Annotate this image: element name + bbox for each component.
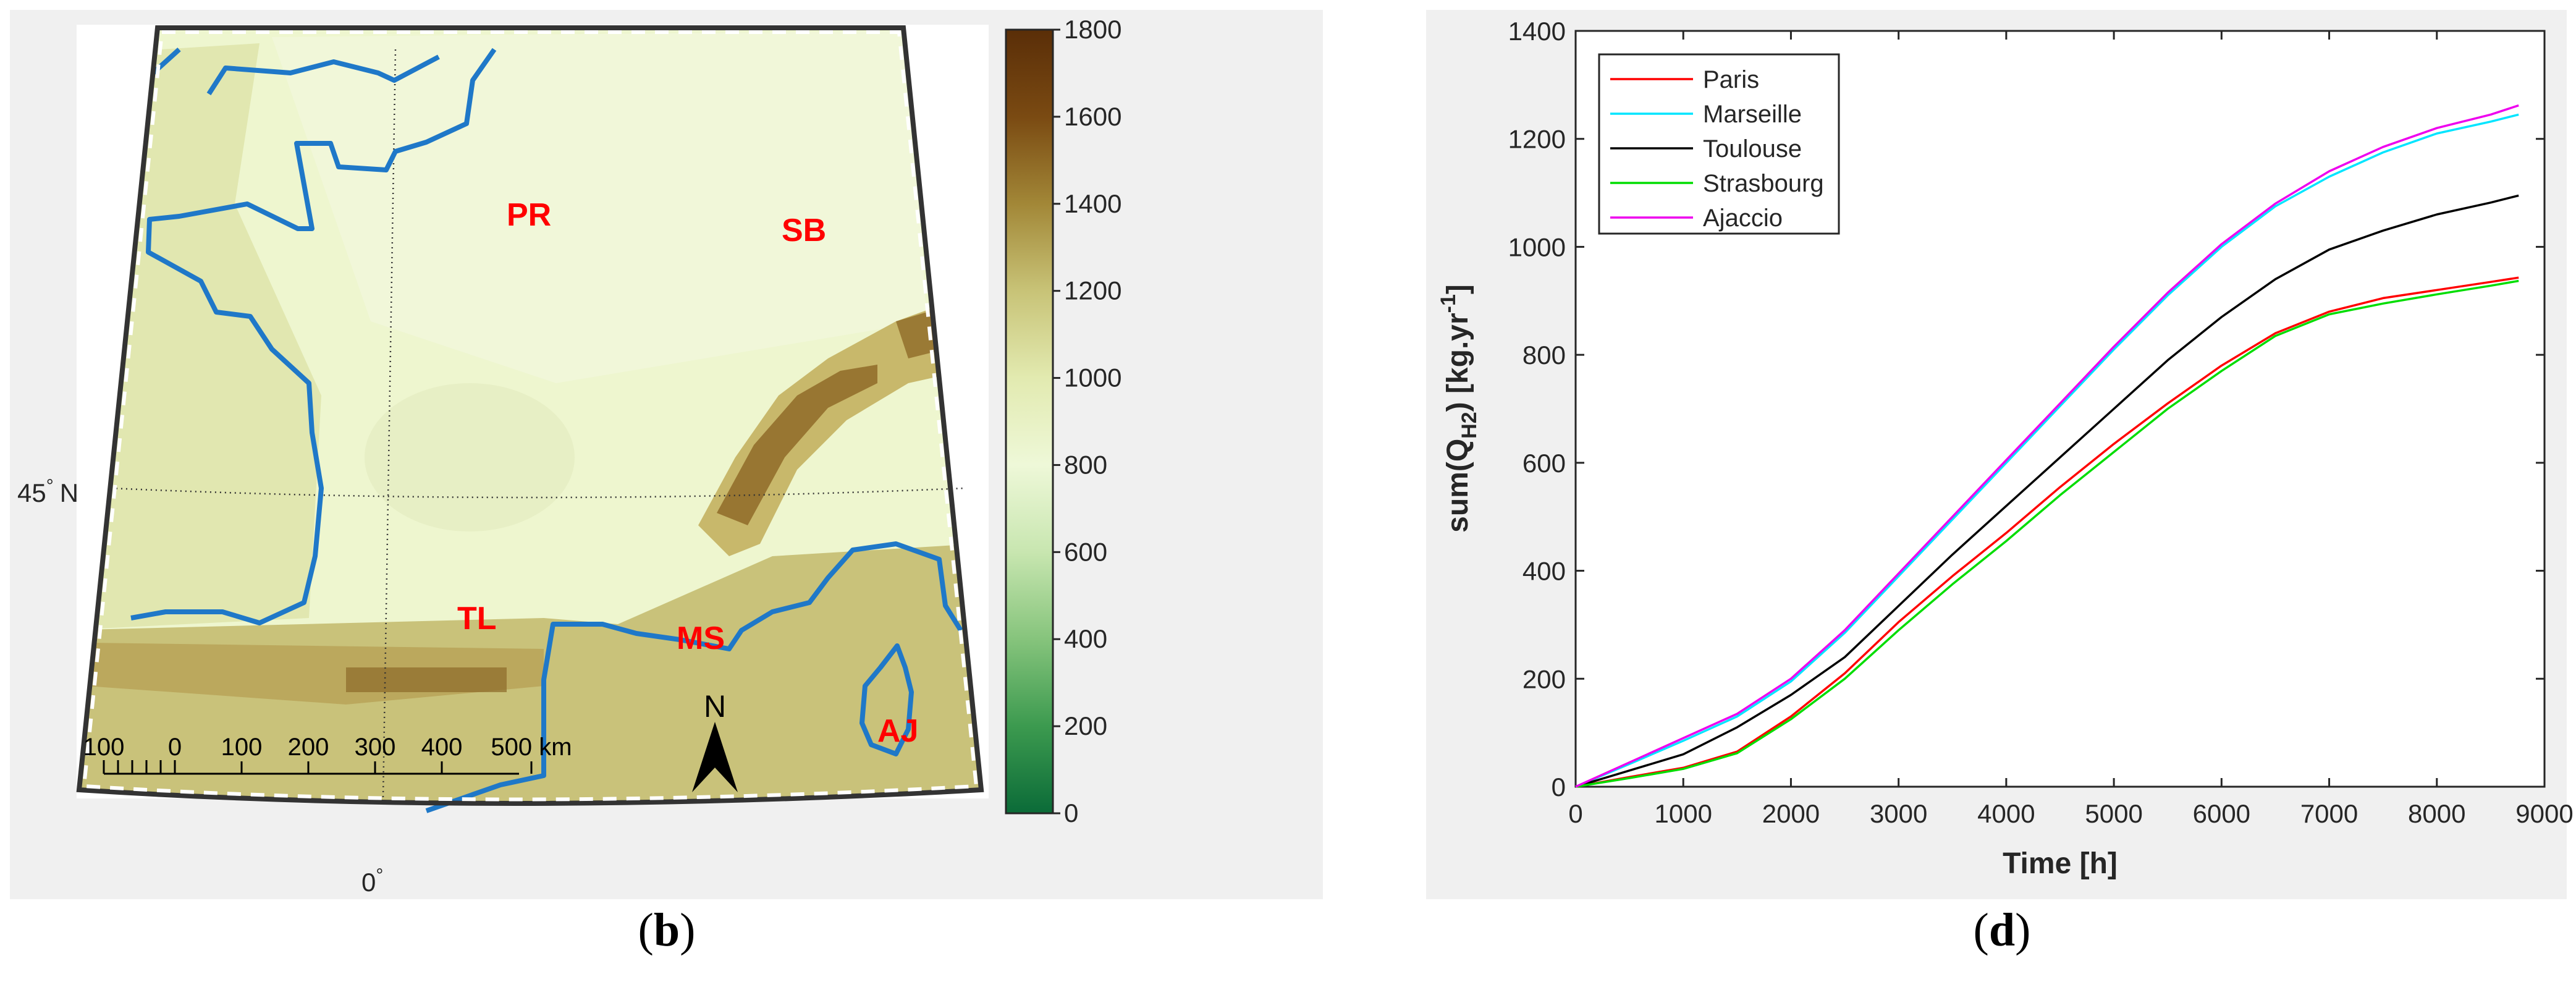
scale-bar-ticks [103,760,533,774]
y-tick-label: 800 [1522,341,1566,370]
series-line-ajaccio [1575,104,2519,788]
colorbar-tick-label: 1800 [1064,15,1121,44]
caption-b-letter: b [653,904,680,956]
y-tick-label: 1400 [1508,17,1566,46]
series-line-toulouse [1575,194,2519,788]
caption-d: (d) [1973,904,2031,956]
coastline-atlantic [130,48,497,625]
city-label-ms: MS [677,620,725,656]
y-tick-label: 1200 [1508,125,1566,154]
x-tick-label: 6000 [2193,799,2250,828]
pyrenees-peak [346,667,507,692]
colorbar-tick-label: 1000 [1064,363,1121,392]
colorbar: 1800 1600 1400 1200 1000 800 600 400 200 0 [1005,15,1121,828]
meridian-0 [382,49,397,798]
coastline-channel [206,54,440,96]
scale-bar-label: 100 [83,734,125,761]
north-arrow: N [692,689,738,792]
north-arrow-shape [692,722,738,792]
x-tick-label: 8000 [2408,799,2465,828]
massif-central [365,383,575,531]
coastline-mediterranean [425,541,963,813]
chart-legend: Paris Marseille Toulouse Strasbourg Ajaccio [1598,53,1840,235]
x-tick-label: 5000 [2085,799,2142,828]
legend-label-ajaccio: Ajaccio [1703,205,1783,232]
x-tick-label: 1000 [1655,799,1712,828]
y-tick-label: 1000 [1508,232,1566,261]
latitude-label: 45° N [17,476,78,507]
x-tick-label: 3000 [1870,799,1927,828]
colorbar-tick-label: 200 [1064,711,1107,740]
x-tick-label: 7000 [2300,799,2358,828]
caption-d-letter: d [1988,904,2016,956]
map-frame-inner-dashes [82,30,979,802]
x-tick-label: 9000 [2515,799,2573,828]
north-arrow-label: N [704,689,726,724]
y-axis-ticks: 0 200 400 600 800 1000 1200 1400 [1508,17,2544,802]
legend-label-toulouse: Toulouse [1703,135,1802,163]
map-frame [76,25,984,806]
chart-series-lines [1575,104,2519,788]
x-axis-ticks: 0 1000 2000 3000 4000 5000 6000 7000 8000 9000 [1568,31,2574,828]
colorbar-tick-label: 1400 [1064,189,1121,218]
coastlines [130,48,963,813]
colorbar-gradient [1005,28,1054,815]
x-tick-label: 0 [1568,799,1582,828]
scale-bar-label: 200 [288,734,329,761]
scale-bar-label: 500 km [491,734,572,761]
x-axis-label: Time [h] [2003,847,2118,880]
x-tick-label: 4000 [1977,799,2035,828]
north-region [272,31,927,383]
scale-bar-label: 300 [355,734,396,761]
city-label-tl: TL [457,601,497,637]
y-tick-label: 400 [1522,557,1566,586]
alps-peak [717,365,877,525]
series-line-strasbourg [1575,279,2519,788]
y-tick-label: 200 [1522,664,1566,693]
scale-bar: 100 0 100 200 300 400 500 km [83,734,572,775]
city-label-sb: SB [782,213,826,248]
colorbar-tick-label: 1200 [1064,276,1121,305]
x-tick-label: 2000 [1762,799,1820,828]
colorbar-tick-label: 800 [1064,450,1107,479]
colorbar-tick-label: 1600 [1064,102,1121,131]
colorbar-ticks: 1800 1600 1400 1200 1000 800 600 400 200 0 [1053,15,1121,828]
city-label-aj: AJ [877,713,918,749]
y-tick-label: 600 [1522,449,1566,478]
colorbar-tick-label: 400 [1064,624,1107,653]
y-tick-label: 0 [1552,772,1566,802]
scale-bar-labels: 100 0 100 200 300 400 500 km [83,734,572,761]
legend-label-strasbourg: Strasbourg [1703,170,1824,197]
legend-label-paris: Paris [1703,66,1759,93]
series-line-paris [1575,276,2519,788]
scale-bar-label: 100 [221,734,263,761]
colorbar-tick-label: 0 [1064,798,1078,828]
caption-b: (b) [638,904,696,956]
longitude-label: 0° [361,865,383,897]
coastline-corsica [859,643,914,756]
legend-box [1598,53,1840,235]
scale-bar-label: 400 [421,734,463,761]
legend-label-marseille: Marseille [1703,101,1802,128]
y-axis-label: sum(QH2) [kg.yr-1] [1437,284,1481,533]
city-label-pr: PR [507,197,551,233]
series-line-marseille [1575,113,2519,788]
colorbar-tick-label: 600 [1064,537,1107,566]
scale-bar-label: 0 [168,734,182,761]
